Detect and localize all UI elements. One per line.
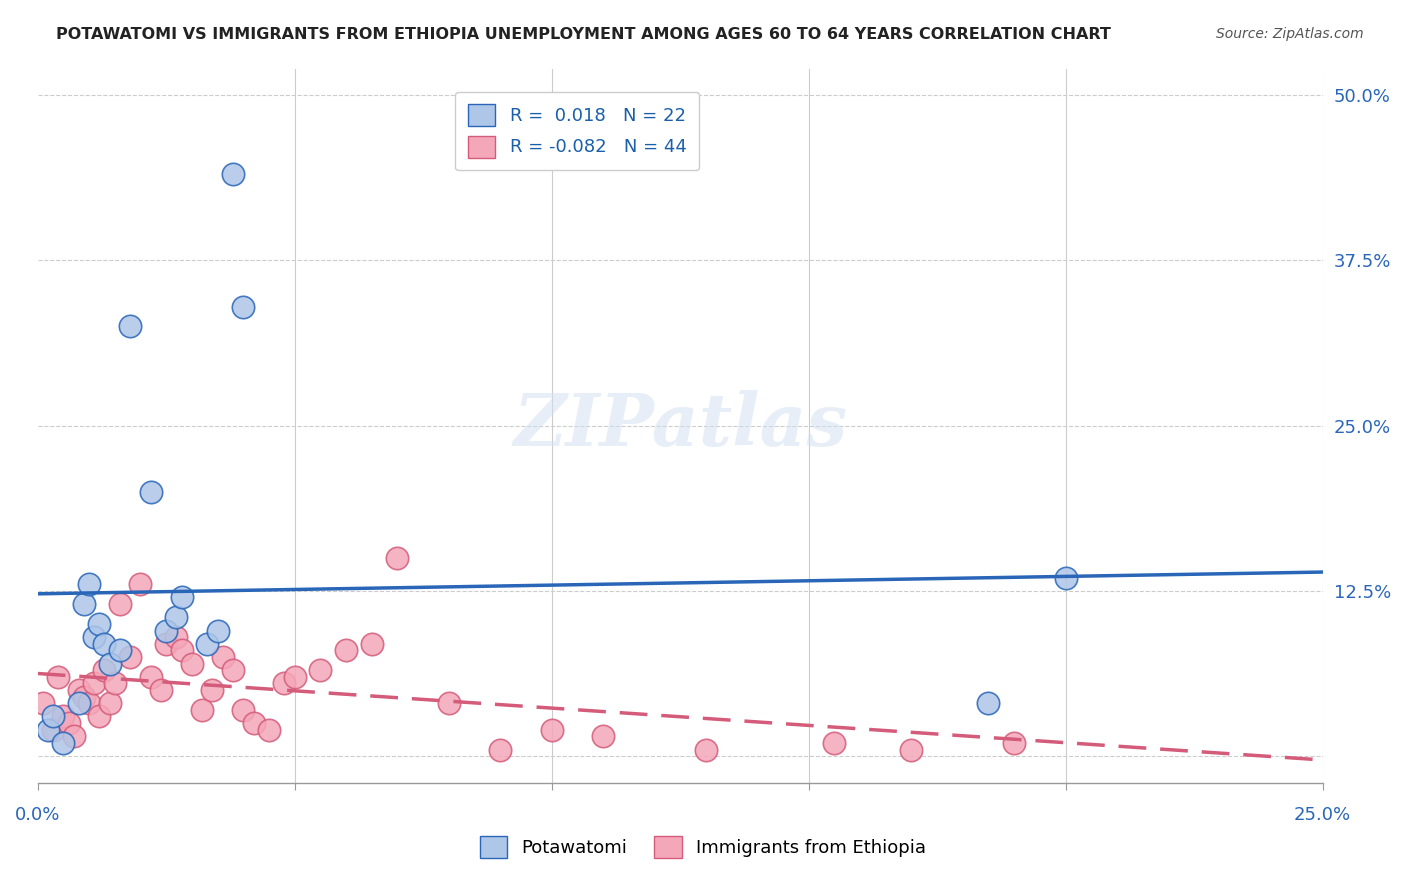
Point	[104, 676, 127, 690]
Point	[165, 610, 187, 624]
Point	[129, 577, 152, 591]
Point	[42, 709, 65, 723]
Point	[155, 637, 177, 651]
Text: 25.0%: 25.0%	[1294, 806, 1351, 824]
Point	[46, 670, 69, 684]
Point	[273, 676, 295, 690]
Text: ZIPatlas: ZIPatlas	[513, 390, 848, 461]
Point	[170, 643, 193, 657]
Point	[73, 690, 96, 704]
Point	[592, 729, 614, 743]
Point	[77, 577, 100, 591]
Legend: Potawatomi, Immigrants from Ethiopia: Potawatomi, Immigrants from Ethiopia	[472, 829, 934, 865]
Point	[73, 597, 96, 611]
Point	[139, 670, 162, 684]
Point	[120, 319, 142, 334]
Legend: R =  0.018   N = 22, R = -0.082   N = 44: R = 0.018 N = 22, R = -0.082 N = 44	[456, 92, 699, 170]
Point	[180, 657, 202, 671]
Point	[191, 703, 214, 717]
Point	[360, 637, 382, 651]
Point	[222, 167, 245, 181]
Point	[232, 703, 254, 717]
Point	[155, 624, 177, 638]
Point	[387, 550, 409, 565]
Point	[31, 696, 53, 710]
Point	[108, 643, 131, 657]
Point	[540, 723, 562, 737]
Point	[120, 650, 142, 665]
Point	[83, 630, 105, 644]
Point	[900, 742, 922, 756]
Point	[257, 723, 280, 737]
Point	[165, 630, 187, 644]
Text: 0.0%: 0.0%	[15, 806, 60, 824]
Point	[58, 716, 80, 731]
Point	[98, 657, 121, 671]
Point	[242, 716, 264, 731]
Point	[695, 742, 717, 756]
Point	[83, 676, 105, 690]
Point	[150, 683, 173, 698]
Point	[201, 683, 224, 698]
Point	[823, 736, 845, 750]
Point	[67, 696, 90, 710]
Point	[139, 484, 162, 499]
Point	[284, 670, 307, 684]
Point	[437, 696, 460, 710]
Point	[89, 616, 111, 631]
Point	[37, 723, 59, 737]
Point	[489, 742, 512, 756]
Point	[108, 597, 131, 611]
Point	[52, 736, 75, 750]
Point	[232, 300, 254, 314]
Point	[77, 696, 100, 710]
Point	[195, 637, 218, 651]
Point	[89, 709, 111, 723]
Point	[211, 650, 233, 665]
Point	[52, 709, 75, 723]
Point	[42, 723, 65, 737]
Point	[1054, 571, 1077, 585]
Point	[170, 591, 193, 605]
Point	[93, 637, 115, 651]
Point	[62, 729, 84, 743]
Point	[207, 624, 229, 638]
Point	[93, 663, 115, 677]
Text: Source: ZipAtlas.com: Source: ZipAtlas.com	[1216, 27, 1364, 41]
Point	[98, 696, 121, 710]
Point	[977, 696, 1000, 710]
Point	[67, 683, 90, 698]
Point	[309, 663, 332, 677]
Text: POTAWATOMI VS IMMIGRANTS FROM ETHIOPIA UNEMPLOYMENT AMONG AGES 60 TO 64 YEARS CO: POTAWATOMI VS IMMIGRANTS FROM ETHIOPIA U…	[56, 27, 1111, 42]
Point	[335, 643, 357, 657]
Point	[222, 663, 245, 677]
Point	[1002, 736, 1025, 750]
